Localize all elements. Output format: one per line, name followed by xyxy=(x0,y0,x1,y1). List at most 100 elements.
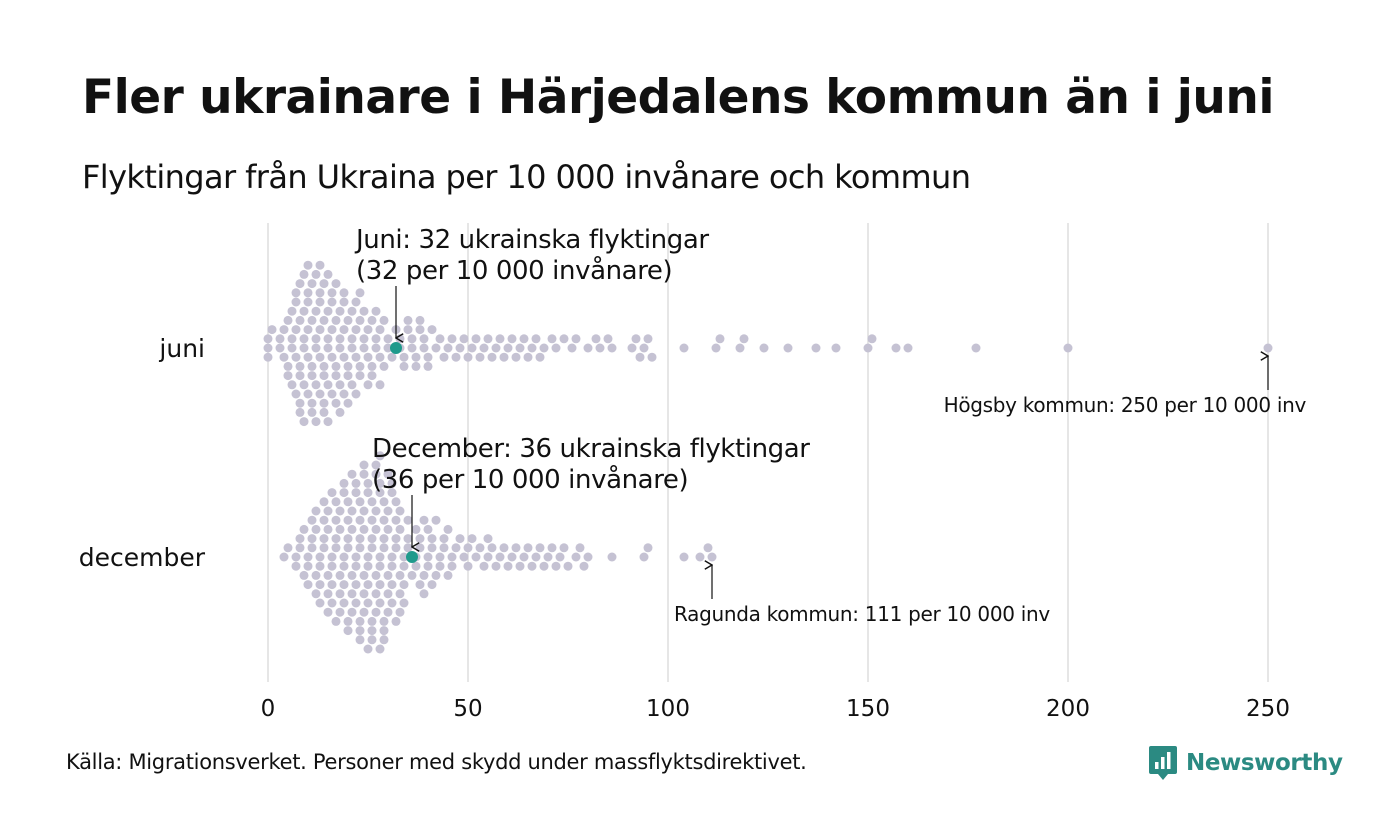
data-point xyxy=(323,417,333,427)
data-point xyxy=(299,570,309,580)
data-point xyxy=(339,288,349,298)
data-point xyxy=(419,570,429,580)
data-point xyxy=(371,524,381,534)
data-point xyxy=(323,506,333,516)
data-point xyxy=(303,580,313,590)
data-point xyxy=(607,552,617,562)
data-point xyxy=(347,343,357,353)
data-point xyxy=(295,398,305,408)
data-point xyxy=(371,607,381,617)
data-point xyxy=(431,343,441,353)
data-point xyxy=(439,534,449,544)
data-point xyxy=(303,297,313,307)
data-point xyxy=(451,543,461,553)
data-point xyxy=(531,552,541,562)
data-point xyxy=(315,288,325,298)
data-point xyxy=(303,561,313,571)
data-point xyxy=(507,334,517,344)
data-point xyxy=(363,478,373,488)
data-point xyxy=(387,552,397,562)
data-point xyxy=(535,352,545,362)
data-point xyxy=(707,552,717,562)
data-point xyxy=(335,407,345,417)
data-point xyxy=(423,524,433,534)
data-point xyxy=(355,361,365,371)
data-point xyxy=(415,580,425,590)
data-point xyxy=(431,570,441,580)
data-point xyxy=(323,524,333,534)
data-point xyxy=(811,343,821,353)
data-point xyxy=(351,598,361,608)
data-point xyxy=(539,561,549,571)
data-point xyxy=(315,260,325,270)
data-point xyxy=(395,524,405,534)
data-point xyxy=(399,598,409,608)
data-point xyxy=(347,506,357,516)
data-point xyxy=(335,343,345,353)
data-point xyxy=(391,616,401,626)
data-point xyxy=(527,343,537,353)
data-point xyxy=(351,580,361,590)
data-point xyxy=(311,343,321,353)
data-point xyxy=(379,534,389,544)
data-point xyxy=(307,515,317,525)
data-point xyxy=(351,552,361,562)
data-point xyxy=(387,580,397,590)
data-point xyxy=(563,561,573,571)
data-point xyxy=(343,361,353,371)
data-point xyxy=(311,334,321,344)
data-point xyxy=(327,561,337,571)
data-point xyxy=(411,361,421,371)
data-point xyxy=(379,361,389,371)
data-point xyxy=(375,552,385,562)
data-point xyxy=(291,297,301,307)
data-point xyxy=(523,352,533,362)
data-point xyxy=(579,561,589,571)
data-point xyxy=(519,552,529,562)
data-point xyxy=(331,361,341,371)
data-point xyxy=(347,570,357,580)
data-point xyxy=(335,334,345,344)
data-point xyxy=(503,561,513,571)
data-point xyxy=(491,561,501,571)
data-point xyxy=(527,561,537,571)
data-point xyxy=(427,534,437,544)
data-point xyxy=(463,543,473,553)
data-point xyxy=(867,334,877,344)
data-point xyxy=(331,398,341,408)
data-point xyxy=(311,570,321,580)
data-point xyxy=(711,343,721,353)
data-point xyxy=(307,371,317,381)
data-point xyxy=(279,552,289,562)
data-point xyxy=(375,644,385,654)
data-point xyxy=(551,561,561,571)
data-point xyxy=(371,460,381,470)
data-point xyxy=(375,451,385,461)
data-point xyxy=(399,580,409,590)
data-point xyxy=(311,506,321,516)
data-point xyxy=(419,334,429,344)
data-point xyxy=(555,552,565,562)
data-point xyxy=(291,561,301,571)
data-point xyxy=(283,371,293,381)
data-point xyxy=(327,488,337,498)
data-point xyxy=(679,552,689,562)
data-point xyxy=(375,478,385,488)
data-point xyxy=(351,352,361,362)
data-point xyxy=(831,343,841,353)
data-point xyxy=(327,352,337,362)
data-point xyxy=(383,589,393,599)
data-point xyxy=(427,325,437,335)
data-point xyxy=(335,589,345,599)
data-point xyxy=(515,343,525,353)
highlight-point xyxy=(390,342,402,354)
data-point xyxy=(359,334,369,344)
data-point xyxy=(423,552,433,562)
max-label: Högsby kommun: 250 per 10 000 inv xyxy=(944,393,1307,417)
data-point xyxy=(319,407,329,417)
data-point xyxy=(631,334,641,344)
data-point xyxy=(399,352,409,362)
data-point xyxy=(375,325,385,335)
data-point xyxy=(547,543,557,553)
data-point xyxy=(355,497,365,507)
